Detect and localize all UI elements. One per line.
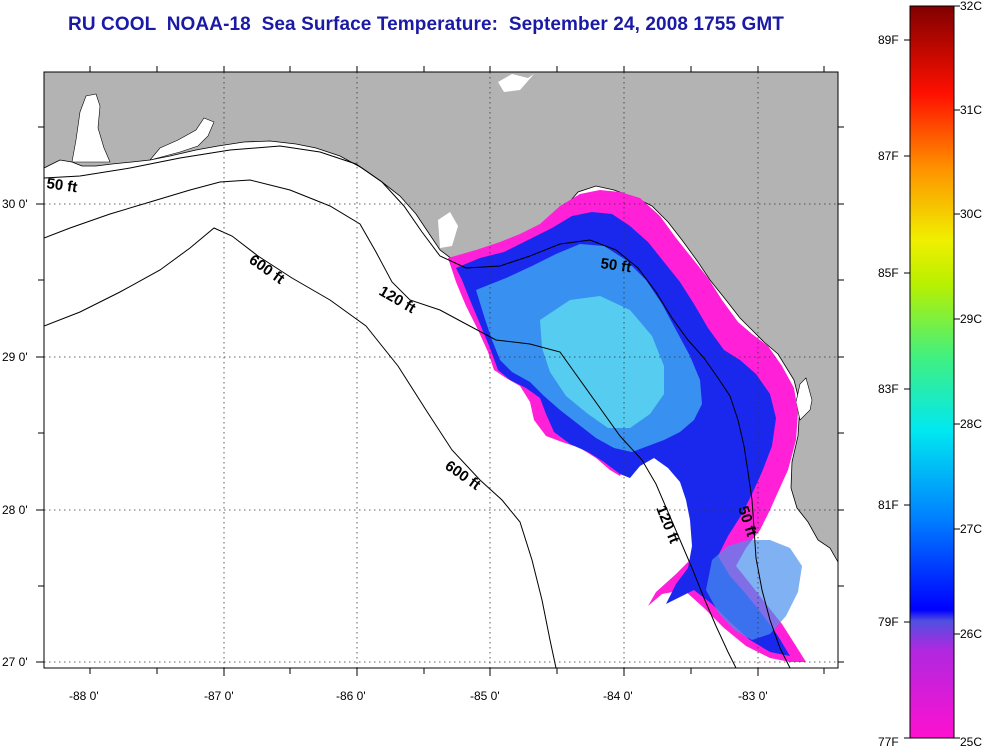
contour-50ft: [44, 145, 791, 668]
colorbar-celsius-label: 32C: [960, 0, 982, 13]
colorbar-ticks: [904, 5, 960, 739]
lon-tick-label: -86 0': [336, 689, 366, 703]
contour-label: 50 ft: [599, 255, 632, 276]
colorbar-celsius-label: 27C: [960, 522, 982, 536]
lat-tick-label: 29 0': [2, 350, 28, 364]
contour-label: 50 ft: [45, 175, 78, 196]
sst-swath-lightcyan: [540, 296, 664, 428]
colorbar-fahrenheit-label: 87F: [878, 149, 899, 163]
colorbar-fahrenheit-label: 79F: [878, 615, 899, 629]
map-title: RU COOL NOAA-18 Sea Surface Temperature:…: [68, 14, 784, 35]
colorbar-fahrenheit-label: 81F: [878, 498, 899, 512]
colorbar-fahrenheit-label: 89F: [878, 33, 899, 47]
tick-marks: [36, 66, 844, 676]
lat-tick-label: 27 0': [2, 655, 28, 669]
colorbar-fahrenheit-label: 85F: [878, 266, 899, 280]
map-frame: [43, 71, 839, 669]
colorbar-fahrenheit-label: 83F: [878, 382, 899, 396]
colorbar-celsius-label: 28C: [960, 417, 982, 431]
colorbar-celsius-label: 31C: [960, 103, 982, 117]
lon-tick-label: -84 0': [603, 689, 633, 703]
lat-tick-label: 30 0': [2, 197, 28, 211]
lon-tick-label: -85 0': [470, 689, 500, 703]
lon-tick-label: -87 0': [204, 689, 234, 703]
colorbar: [909, 5, 955, 739]
lon-tick-label: -88 0': [69, 689, 99, 703]
marsh-water: [438, 212, 458, 248]
contour-600ft: [44, 227, 557, 668]
colorbar-celsius-label: 26C: [960, 627, 982, 641]
colorbar-celsius-label: 25C: [960, 735, 982, 749]
lat-tick-label: 28 0': [2, 503, 28, 517]
colorbar-fahrenheit-label: 77F: [878, 735, 899, 749]
bay-water: [71, 93, 111, 163]
lake-water: [498, 74, 534, 92]
colorbar-celsius-label: 29C: [960, 312, 982, 326]
colorbar-celsius-label: 30C: [960, 207, 982, 221]
contour-120ft: [44, 179, 737, 668]
sst-swath-lightblue: [706, 540, 802, 640]
lon-tick-label: -83 0': [738, 689, 768, 703]
bay-water: [149, 117, 215, 161]
